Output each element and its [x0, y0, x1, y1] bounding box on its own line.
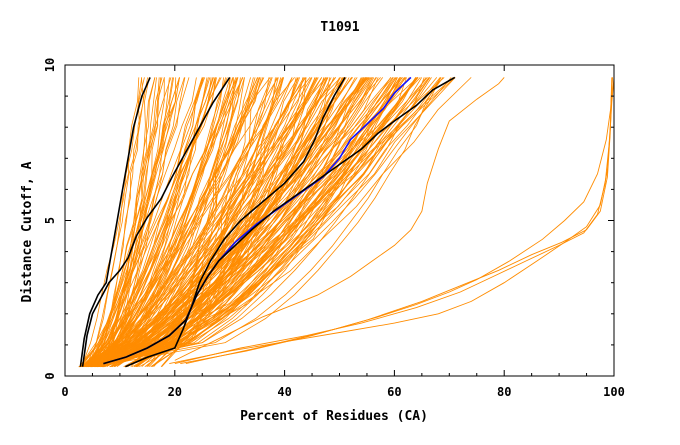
- model-curve: [79, 77, 427, 368]
- model-curve: [92, 77, 368, 368]
- model-curve: [91, 77, 307, 367]
- axis-layer: 0 20 40 60 80 100 0 5 10: [43, 58, 625, 399]
- model-curve: [100, 77, 243, 368]
- y-tick-label: 0: [43, 372, 57, 379]
- chart-title: T1091: [320, 20, 359, 35]
- y-axis-label: Distance Cutoff, A: [20, 161, 35, 302]
- model-curve: [124, 77, 332, 368]
- model-curve: [151, 77, 472, 368]
- highlight-curve-black: [103, 76, 456, 365]
- model-curve: [80, 77, 160, 367]
- model-curve: [102, 77, 273, 368]
- series-layer: [78, 76, 615, 368]
- model-curve: [87, 77, 261, 367]
- highlight-curve-black: [125, 76, 346, 368]
- model-curve: [141, 77, 432, 367]
- model-curve: [86, 77, 425, 368]
- x-axis-label: Percent of Residues (CA): [240, 409, 428, 424]
- model-curve: [97, 77, 180, 367]
- model-curve: [90, 77, 241, 368]
- highlight-curve-black: [81, 76, 231, 367]
- x-tick-label: 100: [603, 385, 625, 399]
- model-curve: [99, 77, 186, 367]
- model-curve: [79, 77, 428, 368]
- model-curve: [151, 77, 307, 368]
- model-curve: [99, 77, 244, 367]
- model-curve: [87, 77, 209, 367]
- model-curve: [136, 77, 282, 368]
- model-curve: [97, 77, 245, 368]
- outlier-curve: [185, 77, 613, 365]
- model-curve: [95, 77, 239, 368]
- model-curve: [93, 77, 204, 367]
- model-curve: [97, 77, 238, 368]
- y-tick-label: 10: [43, 58, 57, 72]
- model-curve: [131, 77, 431, 368]
- x-tick-label: 20: [168, 385, 182, 399]
- outlier-curve: [174, 77, 505, 361]
- model-curve: [87, 77, 172, 367]
- highlight-curve-black: [79, 77, 151, 367]
- model-curve: [96, 77, 442, 368]
- model-curve: [87, 77, 231, 368]
- model-curve: [127, 77, 272, 368]
- model-curve: [136, 77, 410, 367]
- model-curve: [87, 77, 442, 368]
- model-curve: [136, 77, 403, 368]
- x-tick-label: 60: [387, 385, 401, 399]
- model-curve: [93, 77, 327, 368]
- x-tick-label: 0: [61, 385, 68, 399]
- model-curve: [85, 77, 140, 367]
- model-curve: [125, 77, 418, 368]
- model-curve: [137, 77, 340, 367]
- outlier-curve: [174, 77, 615, 365]
- model-curve: [100, 77, 185, 367]
- model-curve: [109, 77, 330, 368]
- model-curve: [147, 77, 297, 367]
- model-curve: [94, 77, 216, 367]
- y-tick-label: 5: [43, 217, 57, 224]
- model-curve: [144, 77, 284, 368]
- model-curve: [80, 77, 180, 367]
- x-tick-label: 40: [277, 385, 291, 399]
- model-curve: [139, 77, 293, 368]
- model-curve: [146, 77, 379, 367]
- model-curve: [82, 77, 208, 368]
- x-tick-label: 80: [497, 385, 511, 399]
- model-curve: [92, 77, 177, 367]
- model-curve: [88, 77, 148, 367]
- model-curve: [86, 77, 345, 368]
- model-curve: [86, 77, 197, 367]
- model-curve: [95, 77, 244, 367]
- model-curve: [113, 77, 256, 368]
- model-curve: [114, 77, 245, 368]
- model-curve: [95, 77, 216, 367]
- model-curve: [91, 77, 284, 368]
